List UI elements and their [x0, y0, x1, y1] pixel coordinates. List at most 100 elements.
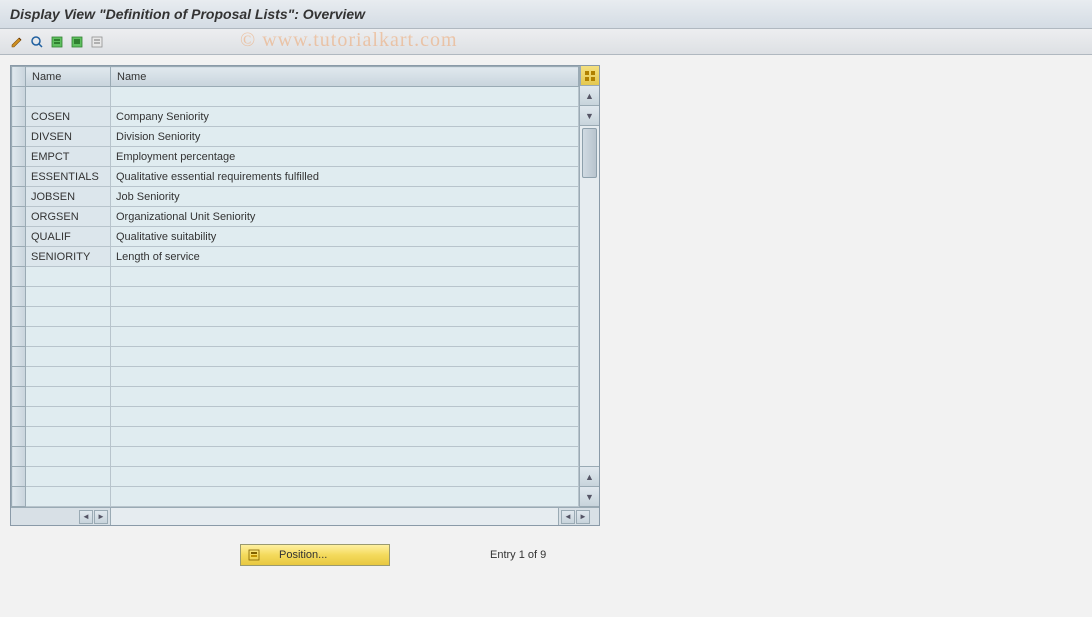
- row-selector[interactable]: [12, 87, 26, 107]
- table-row[interactable]: [12, 347, 579, 367]
- select-block-icon[interactable]: [68, 33, 86, 51]
- change-display-icon[interactable]: [8, 33, 26, 51]
- details-icon[interactable]: [28, 33, 46, 51]
- table-row[interactable]: SENIORITYLength of service: [12, 247, 579, 267]
- table-row[interactable]: COSENCompany Seniority: [12, 107, 579, 127]
- cell-description[interactable]: [111, 287, 579, 307]
- cell-code[interactable]: [26, 447, 111, 467]
- scroll-line-up-button[interactable]: ▼: [580, 106, 599, 126]
- table-row[interactable]: ORGSENOrganizational Unit Seniority: [12, 207, 579, 227]
- cell-description[interactable]: [111, 367, 579, 387]
- cell-code[interactable]: [26, 267, 111, 287]
- table-row[interactable]: [12, 447, 579, 467]
- hscroll-left-button[interactable]: ►: [94, 510, 108, 524]
- table-row[interactable]: [12, 267, 579, 287]
- table-settings-icon[interactable]: [580, 66, 599, 86]
- cell-code[interactable]: [26, 487, 111, 507]
- table-row[interactable]: QUALIFQualitative suitability: [12, 227, 579, 247]
- table-row[interactable]: [12, 327, 579, 347]
- cell-code[interactable]: [26, 427, 111, 447]
- cell-description[interactable]: [111, 327, 579, 347]
- table-row[interactable]: [12, 467, 579, 487]
- cell-code[interactable]: [26, 87, 111, 107]
- table-row[interactable]: [12, 87, 579, 107]
- deselect-all-icon[interactable]: [88, 33, 106, 51]
- cell-description[interactable]: [111, 407, 579, 427]
- cell-description[interactable]: [111, 347, 579, 367]
- cell-description[interactable]: [111, 87, 579, 107]
- table-row[interactable]: DIVSENDivision Seniority: [12, 127, 579, 147]
- cell-description[interactable]: [111, 467, 579, 487]
- table-row[interactable]: [12, 387, 579, 407]
- row-selector[interactable]: [12, 167, 26, 187]
- scroll-up-button[interactable]: ▲: [580, 86, 599, 106]
- row-selector[interactable]: [12, 127, 26, 147]
- row-selector[interactable]: [12, 287, 26, 307]
- table-row[interactable]: [12, 427, 579, 447]
- cell-code[interactable]: [26, 327, 111, 347]
- vertical-scroll-thumb[interactable]: [582, 128, 597, 178]
- cell-code[interactable]: [26, 347, 111, 367]
- column-header-description[interactable]: Name: [111, 67, 579, 87]
- cell-code[interactable]: ORGSEN: [26, 207, 111, 227]
- row-selector[interactable]: [12, 147, 26, 167]
- row-selector[interactable]: [12, 427, 26, 447]
- cell-code[interactable]: [26, 407, 111, 427]
- row-selector[interactable]: [12, 267, 26, 287]
- row-selector[interactable]: [12, 327, 26, 347]
- row-selector[interactable]: [12, 387, 26, 407]
- row-selector[interactable]: [12, 247, 26, 267]
- row-selector[interactable]: [12, 307, 26, 327]
- cell-description[interactable]: Division Seniority: [111, 127, 579, 147]
- scroll-line-down-button[interactable]: ▲: [580, 467, 599, 487]
- cell-description[interactable]: [111, 387, 579, 407]
- cell-description[interactable]: Job Seniority: [111, 187, 579, 207]
- cell-code[interactable]: EMPCT: [26, 147, 111, 167]
- cell-code[interactable]: DIVSEN: [26, 127, 111, 147]
- row-selector[interactable]: [12, 487, 26, 507]
- row-selector[interactable]: [12, 447, 26, 467]
- cell-description[interactable]: Qualitative essential requirements fulfi…: [111, 167, 579, 187]
- cell-description[interactable]: [111, 267, 579, 287]
- cell-code[interactable]: ESSENTIALS: [26, 167, 111, 187]
- cell-code[interactable]: [26, 307, 111, 327]
- table-row[interactable]: EMPCTEmployment percentage: [12, 147, 579, 167]
- table-row[interactable]: [12, 487, 579, 507]
- column-header-code[interactable]: Name: [26, 67, 111, 87]
- row-selector[interactable]: [12, 407, 26, 427]
- row-selector[interactable]: [12, 207, 26, 227]
- table-row[interactable]: [12, 367, 579, 387]
- row-selector[interactable]: [12, 227, 26, 247]
- row-selector-header[interactable]: [12, 67, 26, 87]
- cell-description[interactable]: Organizational Unit Seniority: [111, 207, 579, 227]
- cell-code[interactable]: [26, 387, 111, 407]
- position-button[interactable]: Position...: [240, 544, 390, 566]
- row-selector[interactable]: [12, 187, 26, 207]
- hscroll-right-button[interactable]: ◄: [561, 510, 575, 524]
- cell-code[interactable]: JOBSEN: [26, 187, 111, 207]
- cell-description[interactable]: [111, 447, 579, 467]
- vertical-scroll-track[interactable]: [580, 126, 599, 467]
- cell-code[interactable]: SENIORITY: [26, 247, 111, 267]
- hscroll-last-button[interactable]: ►: [576, 510, 590, 524]
- table-row[interactable]: [12, 287, 579, 307]
- cell-description[interactable]: Company Seniority: [111, 107, 579, 127]
- cell-description[interactable]: [111, 487, 579, 507]
- cell-code[interactable]: [26, 287, 111, 307]
- cell-code[interactable]: QUALIF: [26, 227, 111, 247]
- cell-code[interactable]: COSEN: [26, 107, 111, 127]
- cell-description[interactable]: Employment percentage: [111, 147, 579, 167]
- cell-description[interactable]: Qualitative suitability: [111, 227, 579, 247]
- row-selector[interactable]: [12, 467, 26, 487]
- scroll-down-button[interactable]: ▼: [580, 487, 599, 507]
- table-row[interactable]: ESSENTIALSQualitative essential requirem…: [12, 167, 579, 187]
- select-all-icon[interactable]: [48, 33, 66, 51]
- cell-description[interactable]: Length of service: [111, 247, 579, 267]
- row-selector[interactable]: [12, 107, 26, 127]
- table-row[interactable]: JOBSENJob Seniority: [12, 187, 579, 207]
- cell-code[interactable]: [26, 467, 111, 487]
- horizontal-scroll-track[interactable]: [110, 508, 559, 525]
- table-row[interactable]: [12, 407, 579, 427]
- hscroll-first-button[interactable]: ◄: [79, 510, 93, 524]
- cell-code[interactable]: [26, 367, 111, 387]
